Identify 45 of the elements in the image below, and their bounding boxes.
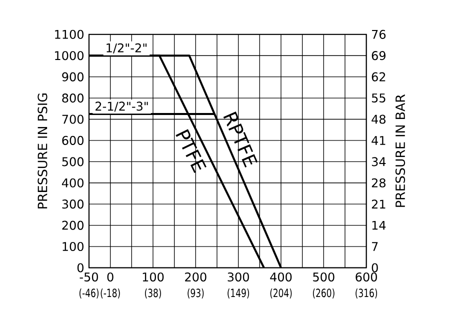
y2-tick-label: 0: [372, 263, 378, 272]
annotation: 1/2"-2": [106, 43, 147, 54]
y-tick-label: 500: [62, 157, 84, 166]
x-tick-label: 100: [142, 272, 164, 282]
y2-tick-label: 21: [372, 200, 386, 209]
y2-tick-label: 14: [372, 220, 386, 230]
y2-axis-title: PRESSURE IN BAR: [395, 94, 406, 207]
annotation: 2-1/2"-3": [96, 102, 148, 112]
x2-tick-label: (38): [145, 288, 162, 299]
y2-tick-label: 41: [372, 136, 386, 145]
y-tick-label: 1100: [55, 30, 84, 39]
y2-tick-label: 76: [372, 30, 386, 39]
x2-tick-label: (260): [312, 288, 334, 299]
y-tick-label: 1000: [55, 51, 84, 60]
y2-tick-label: 69: [372, 51, 386, 60]
x2-tick-label: (316): [356, 288, 378, 299]
x-tick-label: 400: [270, 272, 292, 282]
y-tick-label: 700: [62, 114, 84, 124]
y-tick-label: 100: [62, 242, 84, 252]
y-tick-label: 0: [77, 263, 84, 272]
x2-tick-label: (204): [270, 288, 292, 299]
y2-tick-label: 55: [372, 94, 386, 102]
y-tick-label: 900: [62, 72, 84, 82]
y2-tick-label: 62: [372, 72, 386, 82]
y-tick-label: 400: [62, 178, 84, 188]
text: PTFE: [176, 129, 206, 173]
x2-tick-label: (-46): [79, 288, 99, 299]
y2-tick-label: 7: [372, 242, 378, 251]
y-tick-label: 300: [62, 200, 84, 209]
x2-tick-label: (149): [228, 288, 250, 299]
y-tick-label: 600: [62, 136, 84, 145]
x-tick-label: 500: [313, 272, 334, 282]
x2-tick-label: (93): [188, 288, 204, 299]
y-axis-title: PRESSURE IN PSIG: [38, 94, 48, 208]
x2-tick-label: (-18): [100, 288, 120, 299]
y2-tick-label: 28: [372, 178, 386, 188]
x-tick-label: -50: [80, 272, 98, 282]
x-tick-label: 300: [228, 272, 249, 282]
y2-tick-label: 48: [372, 114, 386, 124]
x-tick-label: 0: [107, 272, 114, 282]
y2-tick-label: 34: [372, 157, 386, 166]
x-tick-label: 200: [185, 272, 206, 282]
y-tick-label: 200: [62, 220, 84, 230]
y-tick-label: 800: [62, 93, 84, 103]
x-tick-label: 600: [356, 272, 377, 282]
